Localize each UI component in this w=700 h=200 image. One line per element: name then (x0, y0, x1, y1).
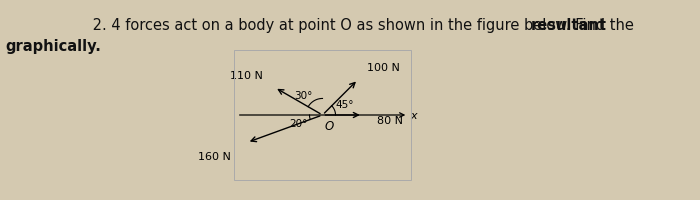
Text: 110 N: 110 N (230, 71, 263, 81)
Text: x: x (410, 110, 416, 120)
Text: resultant: resultant (531, 18, 607, 33)
Text: 160 N: 160 N (198, 151, 231, 161)
Text: 30°: 30° (294, 91, 312, 101)
Text: 45°: 45° (336, 99, 354, 109)
Text: 2. 4 forces act on a body at point O as shown in the figure below. Find the resu: 2. 4 forces act on a body at point O as … (88, 18, 700, 33)
Text: O: O (325, 119, 334, 132)
Text: 2. 4 forces act on a body at point O as shown in the figure below. Find the: 2. 4 forces act on a body at point O as … (88, 18, 638, 33)
Text: graphically.: graphically. (5, 39, 101, 54)
Text: 80 N: 80 N (377, 115, 403, 125)
Text: 20°: 20° (290, 119, 308, 129)
Text: 100 N: 100 N (368, 63, 400, 73)
